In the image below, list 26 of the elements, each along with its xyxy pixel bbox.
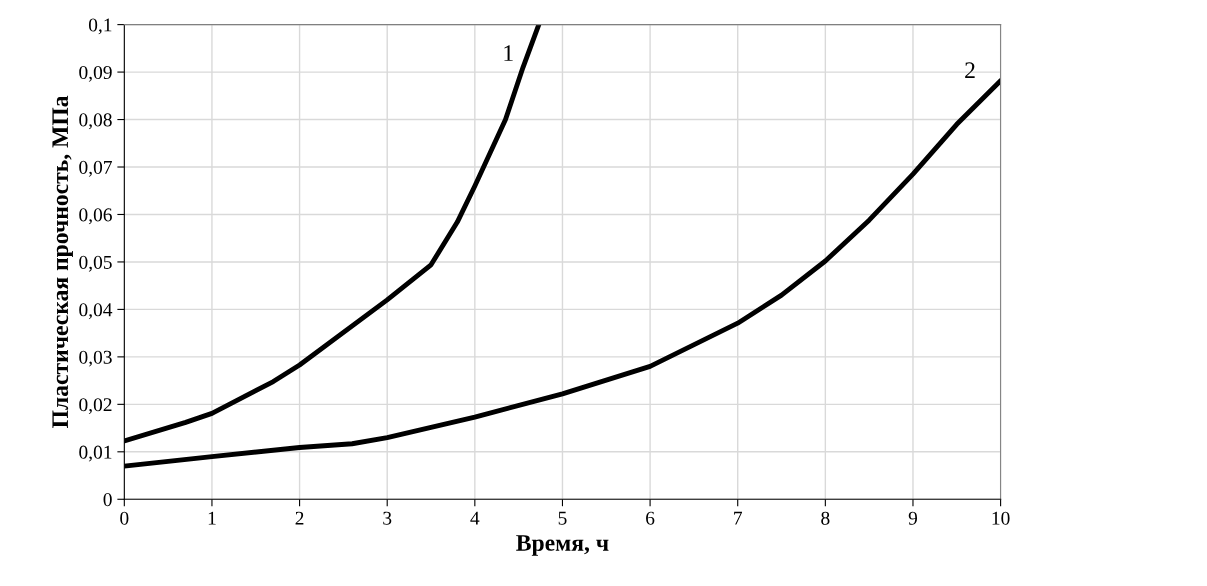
x-axis-title: Время, ч: [516, 535, 609, 556]
y-tick-label: 0,1: [88, 18, 112, 35]
y-tick-label: 0,01: [79, 445, 112, 462]
x-tick-label: 1: [208, 511, 216, 525]
x-tick-label: 6: [646, 511, 655, 525]
series-label: 2: [965, 62, 975, 78]
series-label: 1: [504, 45, 513, 61]
y-tick-label: 0,06: [79, 208, 112, 225]
y-tick-label: 0: [103, 493, 112, 507]
y-tick-label: 0,04: [79, 303, 113, 320]
x-tick-label: 3: [383, 511, 392, 525]
x-tick-label: 4: [470, 511, 480, 525]
y-tick-label: 0,05: [79, 255, 112, 272]
x-tick-label: 0: [120, 511, 129, 525]
x-tick-label: 9: [908, 511, 918, 525]
y-tick-label: 0,03: [79, 350, 112, 367]
x-tick-label: 7: [734, 511, 743, 525]
y-tick-label: 0,02: [79, 398, 112, 415]
x-tick-label: 10: [992, 511, 1010, 525]
y-tick-label: 0,09: [79, 65, 112, 82]
y-tick-label: 0,07: [79, 160, 112, 177]
x-tick-label: 5: [558, 511, 567, 525]
x-tick-label: 2: [295, 511, 304, 525]
x-tick-label: 8: [821, 511, 830, 525]
y-tick-label: 0,08: [79, 113, 112, 130]
y-axis-title: Пластическая прочность, МПа: [52, 95, 73, 428]
